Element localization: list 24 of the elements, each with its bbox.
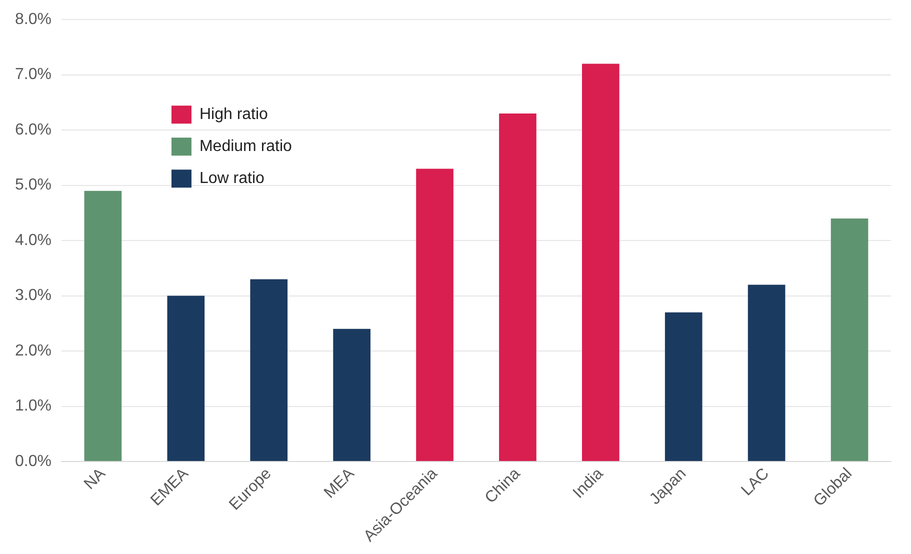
y-tick-label: 0.0%	[15, 452, 52, 470]
bar	[84, 190, 122, 462]
bar	[664, 312, 702, 462]
bar	[499, 114, 536, 462]
bar	[748, 284, 786, 462]
x-tick-label: NA	[81, 464, 110, 493]
y-tick-label: 3.0%	[15, 287, 52, 304]
y-tick-label: 8.0%	[15, 11, 52, 28]
y-tick-label: 5.0%	[15, 176, 52, 194]
bar	[167, 296, 205, 462]
bar	[416, 168, 454, 462]
bar	[250, 279, 288, 462]
bar	[582, 64, 620, 462]
bar	[333, 328, 370, 462]
y-tick-label: 4.0%	[15, 232, 52, 249]
y-tick-label: 2.0%	[15, 342, 52, 360]
y-tick-label: 6.0%	[15, 121, 52, 138]
x-tick-label: LAC	[738, 465, 773, 500]
legend-label: Medium ratio	[199, 138, 292, 156]
y-tick-label: 1.0%	[15, 398, 52, 415]
legend-label: Low ratio	[199, 170, 264, 188]
bar	[830, 218, 868, 462]
y-tick-label: 7.0%	[15, 66, 52, 84]
legend-label: High ratio	[199, 106, 268, 124]
